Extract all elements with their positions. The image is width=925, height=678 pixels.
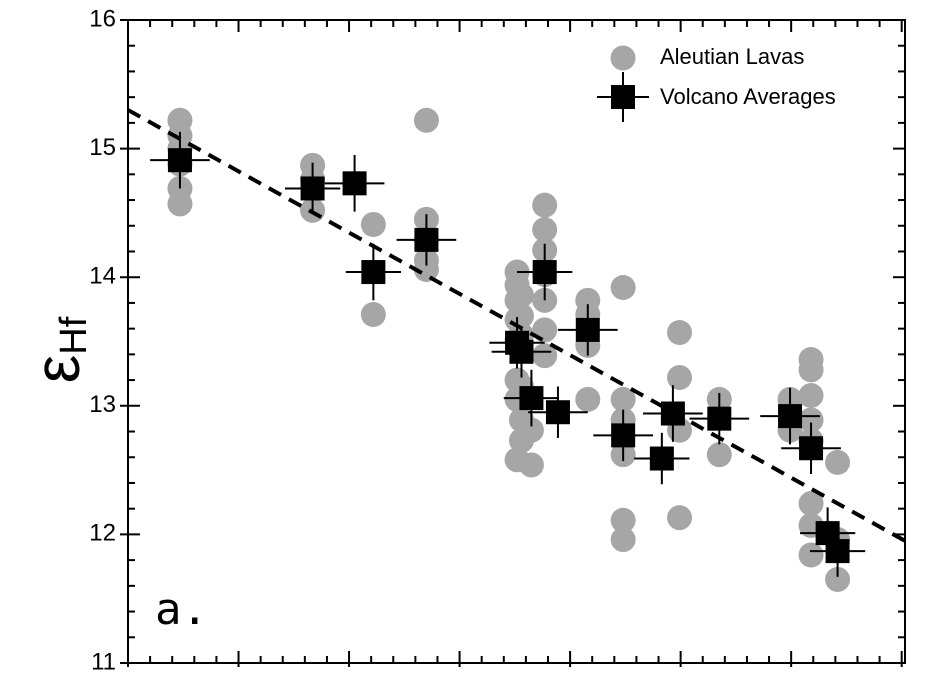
lava-point	[518, 452, 544, 478]
average-point	[167, 148, 192, 173]
y-tick-label: 16	[89, 5, 116, 32]
lava-point	[532, 343, 558, 369]
lava-point	[706, 442, 732, 468]
y-tick-label: 11	[91, 648, 116, 675]
average-point	[519, 386, 544, 411]
average-point	[611, 423, 636, 448]
lava-point	[575, 386, 601, 412]
lava-point	[610, 274, 636, 300]
average-point	[509, 339, 534, 364]
average-point	[532, 260, 557, 285]
lava-point	[532, 317, 558, 343]
lava-point	[360, 211, 386, 237]
average-point	[660, 401, 685, 426]
average-point	[778, 404, 803, 429]
lava-point	[798, 491, 824, 517]
lava-point	[610, 527, 636, 553]
lava-point	[667, 319, 693, 345]
legend-label: Aleutian Lavas	[660, 44, 804, 69]
lava-point	[532, 217, 558, 243]
lava-point	[360, 301, 386, 327]
average-point	[361, 260, 386, 285]
lava-point	[798, 383, 824, 409]
lava-point	[167, 191, 193, 217]
lava-point	[610, 507, 636, 533]
lava-point	[825, 449, 851, 475]
plot-frame	[127, 19, 906, 664]
panel-label: a.	[155, 584, 208, 635]
lava-point	[518, 417, 544, 443]
lava-point	[667, 365, 693, 391]
plot-area	[128, 107, 905, 592]
average-point	[300, 176, 325, 201]
lava-point	[825, 566, 851, 592]
lava-point	[413, 107, 439, 133]
y-axis-label: εHf	[21, 316, 95, 383]
lava-point	[798, 542, 824, 568]
lava-point	[798, 407, 824, 433]
average-point	[707, 406, 732, 431]
lava-point	[508, 303, 534, 329]
y-tick-label: 14	[89, 263, 116, 290]
average-point	[825, 539, 850, 564]
y-tick-label: 15	[89, 134, 116, 161]
lava-point	[508, 282, 534, 308]
legend-label: Volcano Averages	[660, 84, 836, 109]
average-point	[649, 446, 674, 471]
lava-point	[667, 505, 693, 531]
y-tick-label: 13	[89, 391, 116, 418]
legend-marker	[611, 85, 635, 109]
lava-point	[798, 357, 824, 383]
average-point	[414, 227, 439, 252]
average-point	[799, 436, 824, 461]
lava-point	[532, 192, 558, 218]
average-point	[342, 171, 367, 196]
y-tick-label: 12	[89, 520, 116, 547]
lava-point	[413, 256, 439, 282]
average-point	[545, 400, 570, 425]
average-point	[575, 317, 600, 342]
legend-marker	[610, 45, 636, 71]
lava-point	[610, 386, 636, 412]
